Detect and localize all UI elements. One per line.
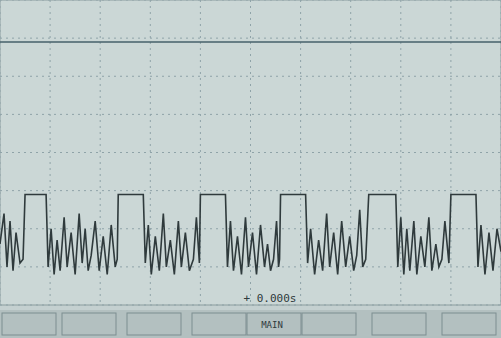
grid-line-y <box>0 76 501 77</box>
status-cell <box>2 313 56 335</box>
grid <box>0 0 501 305</box>
status-bar-bg <box>0 310 501 338</box>
grid-line-y <box>0 190 501 191</box>
status-cell <box>192 313 246 335</box>
annotation: + 0.000s <box>244 292 297 305</box>
grid-line-y <box>0 152 501 153</box>
grid-line-y <box>0 228 501 229</box>
scope-screen: + 0.000s MAIN <box>0 0 501 338</box>
grid-line-x <box>350 0 351 305</box>
background <box>0 0 501 338</box>
status-cell <box>127 313 181 335</box>
plot-frame <box>0 0 501 305</box>
status-cell <box>247 313 301 335</box>
status-cell <box>372 313 426 335</box>
status-cell <box>442 313 496 335</box>
trace <box>0 194 501 274</box>
annotation: MAIN <box>261 320 283 330</box>
grid-line-y <box>0 38 501 39</box>
status-cell <box>62 313 116 335</box>
status-bar <box>0 310 501 338</box>
status-cell <box>302 313 356 335</box>
grid-line-y <box>0 114 501 115</box>
grid-line-x <box>400 0 401 305</box>
trace <box>0 41 501 43</box>
grid-line-y <box>0 0 501 1</box>
traces <box>0 42 501 275</box>
